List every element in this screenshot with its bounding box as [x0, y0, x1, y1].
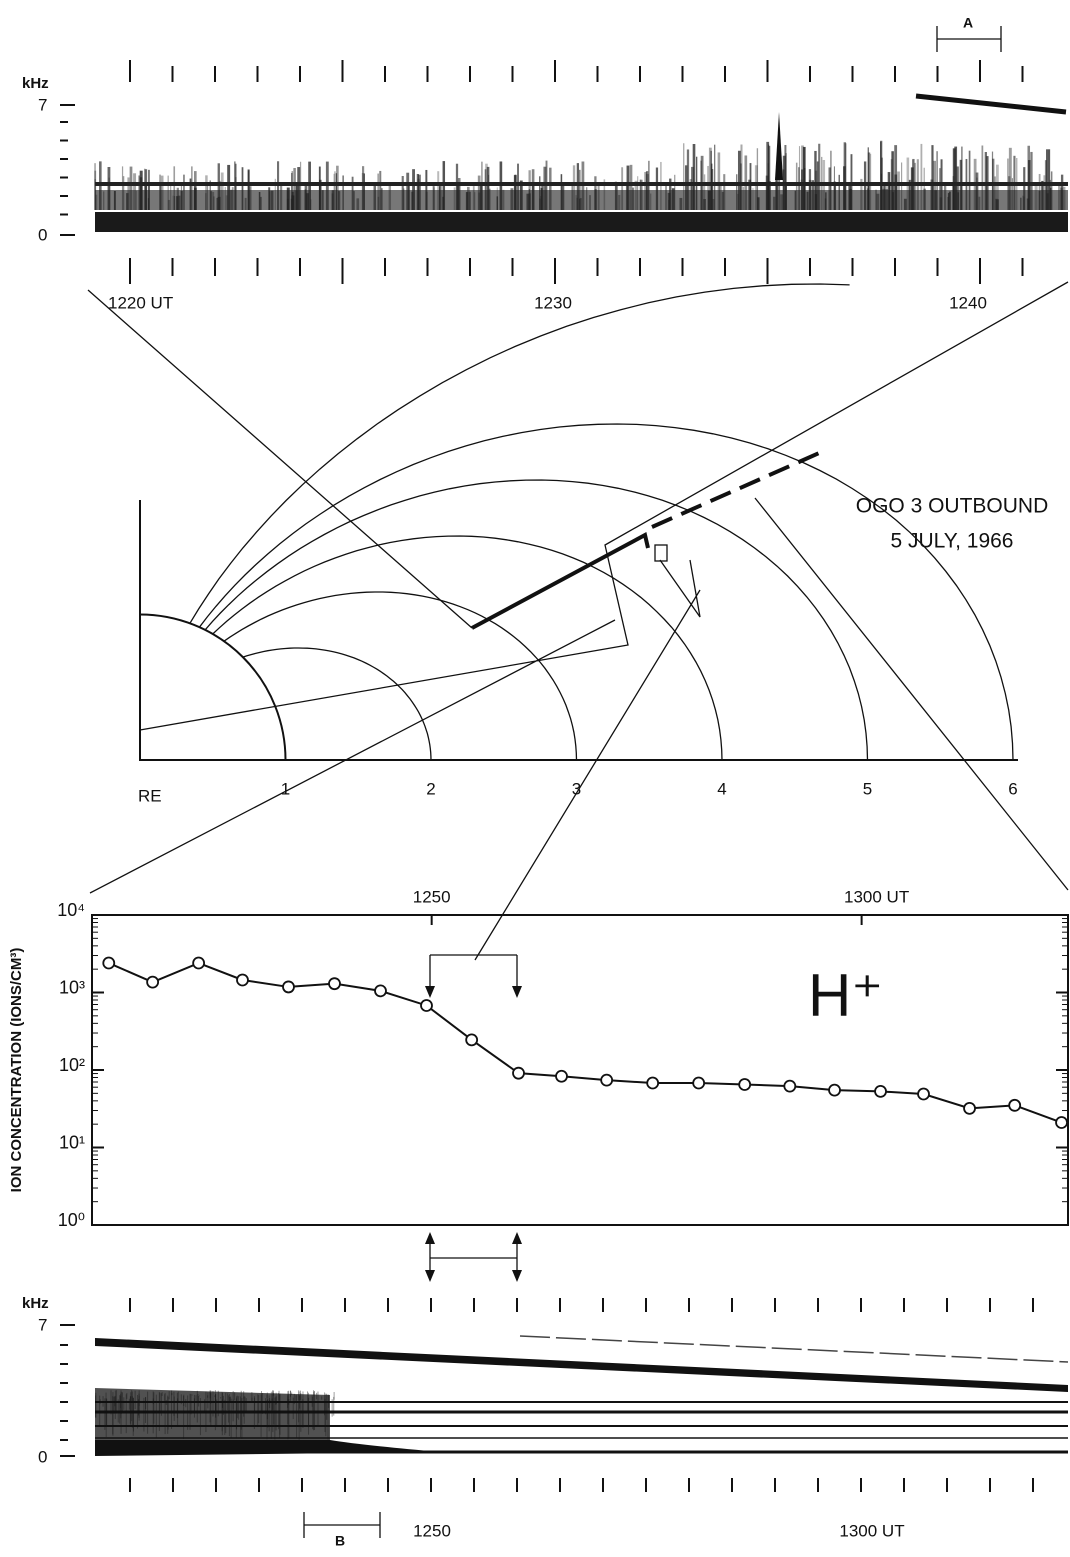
interval-arrows [429, 954, 518, 990]
field-lines: 1 2 3 4 5 6 [139, 283, 1018, 798]
y-tick-label: 10⁰ [58, 1210, 85, 1230]
data-point [555, 1069, 568, 1083]
data-point [828, 1083, 841, 1097]
data-point [282, 980, 295, 994]
x-tick-label: 1250 [413, 887, 451, 906]
arrow-heads [425, 1232, 522, 1282]
whistler [95, 1338, 1068, 1392]
whistler [519, 1335, 1069, 1363]
data-point [328, 977, 341, 991]
noise-band [95, 212, 1068, 232]
orbit-dashed [651, 448, 827, 529]
freq-label: 0 [38, 225, 47, 244]
spike [775, 112, 783, 180]
field-line [223, 591, 578, 761]
interval-label: B [335, 1533, 345, 1549]
distance-label: 4 [717, 779, 726, 798]
freq-label: 0 [38, 1447, 47, 1466]
x-tick-label: 1300 UT [844, 887, 909, 906]
data-point [738, 1078, 752, 1091]
annotation: H⁺ [808, 962, 883, 1029]
data-point [646, 1076, 660, 1090]
unit-label: kHz [22, 75, 49, 92]
earth [139, 613, 287, 761]
plot-frame [91, 914, 1069, 1226]
time-label: 1250 [413, 1521, 451, 1540]
data-point [374, 984, 387, 998]
origin-label: RE [138, 786, 162, 805]
spectrogram [60, 60, 1068, 284]
data-point [1008, 1098, 1022, 1112]
data-point [102, 956, 116, 970]
data-point [600, 1073, 614, 1087]
y-tick-label: 10³ [59, 977, 85, 997]
whistler-trace [915, 93, 1067, 115]
freq-label: 7 [38, 95, 47, 114]
diagram-title: OGO 3 OUTBOUND [856, 495, 1049, 518]
distance-label: 2 [426, 779, 435, 798]
dark-region [95, 1440, 440, 1456]
data-point [420, 999, 433, 1012]
freq-label: 7 [38, 1315, 47, 1334]
freq-ticks [60, 104, 75, 236]
freq-ticks [60, 1324, 75, 1457]
data-point [146, 975, 160, 989]
series-line [108, 961, 1062, 1124]
field-line [242, 647, 432, 761]
time-label: 1220 UT [108, 293, 173, 312]
y-axis-label: ION CONCENTRATION (IONS/CM³) [8, 948, 25, 1193]
interval-bracket [303, 1512, 381, 1538]
diagram-axes [139, 500, 1018, 761]
field-line [198, 423, 1014, 761]
y-tick-label: 10⁴ [57, 900, 85, 920]
distance-label: 3 [572, 779, 581, 798]
diagram-subtitle: 5 JULY, 1966 [891, 530, 1014, 553]
data-point [192, 956, 206, 970]
y-tick-label: 10² [59, 1055, 85, 1075]
time-label: 1240 [949, 293, 987, 312]
distance-label: 6 [1008, 779, 1017, 798]
orbit-solid [471, 531, 650, 630]
data-point [692, 1076, 706, 1090]
data-point [236, 973, 249, 987]
time-label: 1300 UT [839, 1521, 904, 1540]
field-line [212, 535, 723, 761]
data-point [963, 1101, 976, 1115]
data-point [874, 1084, 887, 1098]
data-point [1055, 1116, 1068, 1129]
arrow-heads [425, 986, 522, 998]
noise-band [95, 182, 1068, 186]
spectrogram [60, 1298, 1069, 1492]
connector-lines [87, 281, 1069, 961]
interval-label: A [963, 15, 973, 31]
field-line [189, 283, 850, 624]
interval-bracket [936, 26, 1002, 52]
interval-arrows [429, 1234, 518, 1280]
time-label: 1230 [534, 293, 572, 312]
data-point [783, 1079, 797, 1093]
ion-chart: 10⁰ 10¹ 10² 10³ 10⁴ 1250 1300 UT [57, 887, 1069, 1230]
y-tick-label: 10¹ [59, 1132, 85, 1152]
data-point [465, 1033, 479, 1047]
data-point [917, 1087, 930, 1101]
field-line [204, 479, 869, 761]
orbit-marker [654, 544, 668, 562]
distance-label: 1 [281, 779, 290, 798]
unit-label: kHz [22, 1295, 49, 1312]
data-point [512, 1066, 525, 1080]
distance-label: 5 [863, 779, 872, 798]
